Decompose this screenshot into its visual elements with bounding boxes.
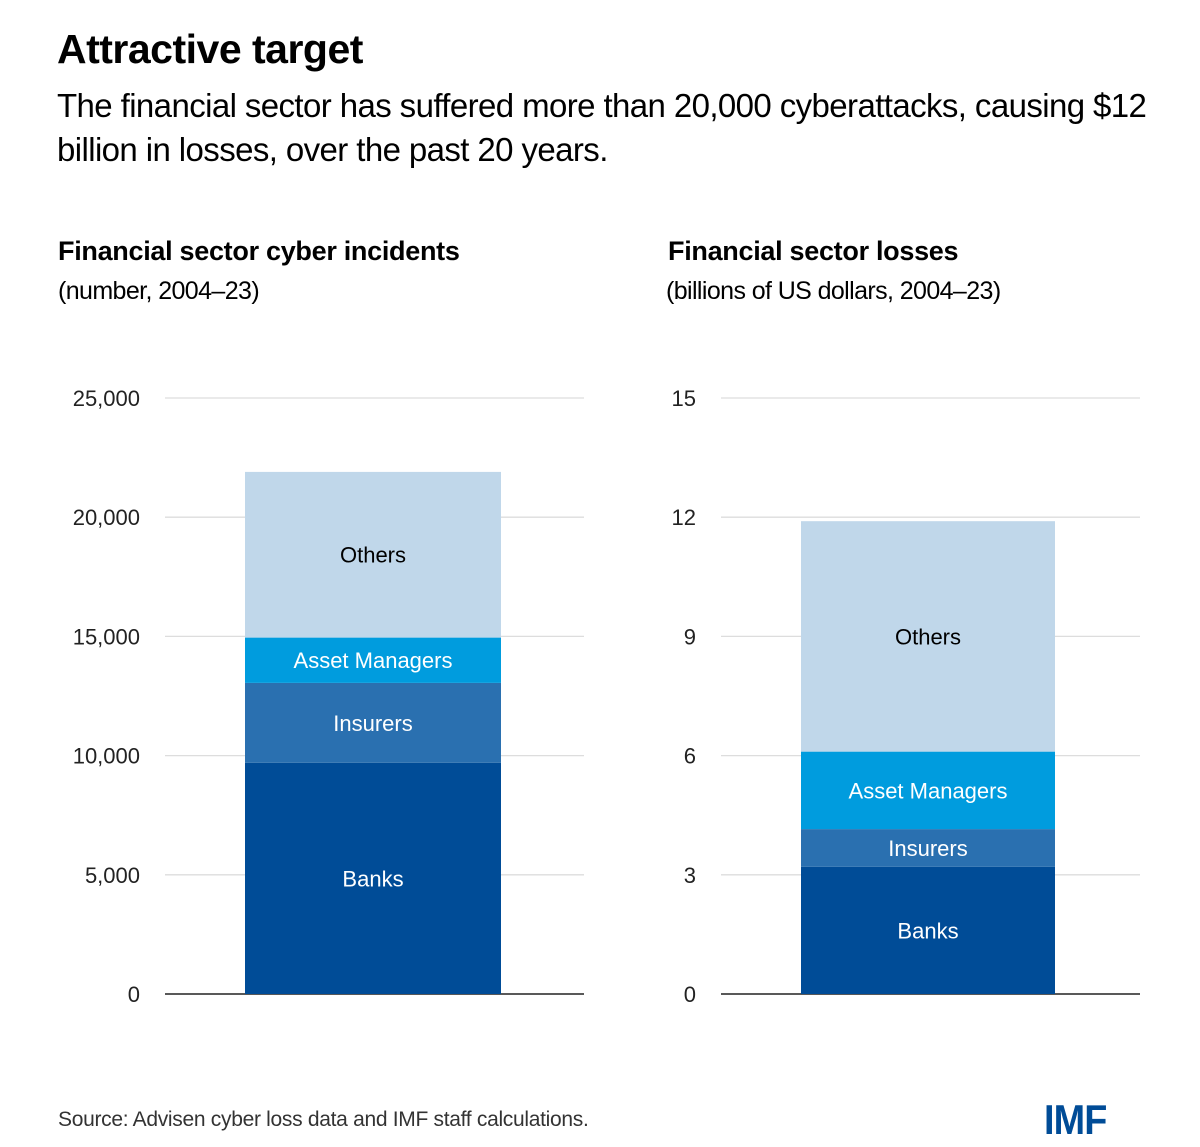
chart-title-losses: Financial sector losses bbox=[668, 236, 959, 266]
segment-label-others: Others bbox=[895, 624, 961, 649]
bar-segment-asset-managers bbox=[801, 751, 1055, 830]
segment-label-banks: Banks bbox=[342, 866, 403, 891]
bar-segment-others bbox=[801, 521, 1055, 752]
y-tick-label: 10,000 bbox=[73, 744, 140, 769]
segment-label-banks: Banks bbox=[897, 918, 958, 943]
page-title: Attractive target bbox=[57, 26, 363, 72]
chart-title-incidents: Financial sector cyber incidents bbox=[58, 236, 460, 266]
bar-segment-insurers bbox=[801, 829, 1055, 867]
y-tick-label: 20,000 bbox=[73, 505, 140, 530]
segment-label-insurers: Insurers bbox=[333, 711, 412, 736]
y-tick-label: 5,000 bbox=[85, 863, 140, 888]
bar-segment-insurers bbox=[245, 682, 501, 763]
bar-segment-banks bbox=[801, 866, 1055, 994]
bar-segment-others bbox=[245, 471, 501, 638]
chart-subtitle-incidents: (number, 2004–23) bbox=[58, 277, 260, 305]
y-tick-label: 25,000 bbox=[73, 386, 140, 411]
y-tick-label: 6 bbox=[684, 744, 696, 769]
bar-segment-asset-managers bbox=[245, 637, 501, 683]
chart-subtitle-losses: (billions of US dollars, 2004–23) bbox=[666, 277, 1001, 305]
y-tick-label: 3 bbox=[684, 863, 696, 888]
segment-label-asset-managers: Asset Managers bbox=[294, 648, 453, 673]
bar-segment-banks bbox=[245, 762, 501, 994]
y-tick-label: 12 bbox=[672, 505, 696, 530]
y-tick-label: 9 bbox=[684, 624, 696, 649]
page-subtitle: The financial sector has suffered more t… bbox=[57, 87, 1147, 168]
imf-logo: IMF bbox=[1044, 1096, 1107, 1143]
y-tick-label: 0 bbox=[684, 982, 696, 1007]
y-tick-label: 15,000 bbox=[73, 624, 140, 649]
segment-label-others: Others bbox=[340, 543, 406, 568]
source-note: Source: Advisen cyber loss data and IMF … bbox=[58, 1108, 589, 1131]
y-tick-label: 15 bbox=[672, 386, 696, 411]
segment-label-asset-managers: Asset Managers bbox=[849, 778, 1008, 803]
segment-label-insurers: Insurers bbox=[888, 836, 967, 861]
y-tick-label: 0 bbox=[128, 982, 140, 1007]
